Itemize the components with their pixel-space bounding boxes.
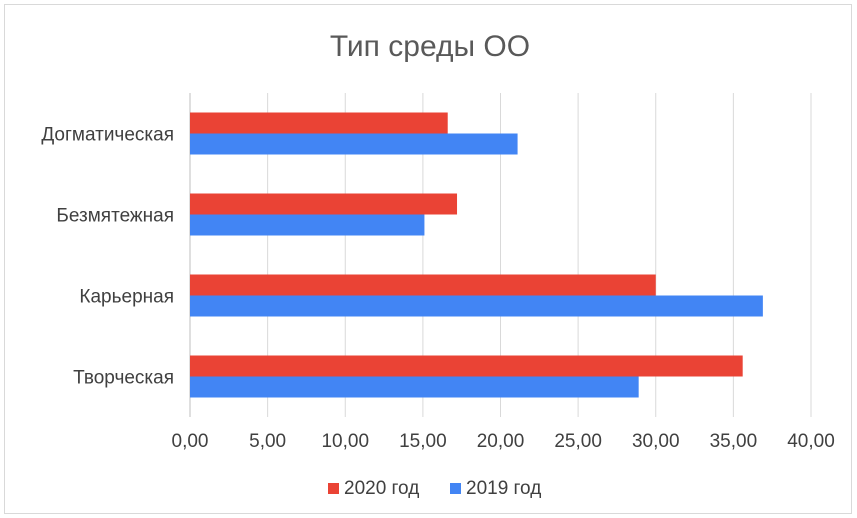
x-tick-label: 40,00 — [787, 431, 835, 452]
x-tick-label: 30,00 — [632, 431, 680, 452]
bar-series2 — [190, 376, 639, 398]
chart-frame — [4, 4, 852, 514]
x-tick-label: 5,00 — [249, 431, 286, 452]
x-tick-label: 15,00 — [399, 431, 447, 452]
category-label: Творческая — [73, 368, 174, 389]
category-label: Карьерная — [79, 287, 174, 308]
x-tick-label: 25,00 — [554, 431, 602, 452]
x-tick-label: 20,00 — [477, 431, 525, 452]
x-tick-label: 35,00 — [710, 431, 758, 452]
bars — [190, 112, 763, 398]
legend-swatch — [450, 483, 461, 494]
category-labels: Догматическая Безмятежная Карьерная Творчес… — [41, 125, 174, 389]
bar-series1 — [190, 112, 448, 134]
legend-label: 2020 год — [344, 478, 419, 499]
bar-series1 — [190, 274, 656, 296]
x-tick-label: 10,00 — [321, 431, 369, 452]
bar-series1 — [190, 355, 743, 377]
x-tick-label: 0,00 — [172, 431, 209, 452]
legend-swatch — [328, 483, 339, 494]
chart-title: Тип среды ОО — [330, 30, 530, 63]
legend: 2020 год 2019 год — [328, 478, 541, 499]
category-label: Догматическая — [41, 125, 174, 146]
bar-series2 — [190, 295, 763, 317]
bar-series1 — [190, 193, 458, 215]
bar-series2 — [190, 133, 518, 155]
bar-series2 — [190, 214, 425, 236]
category-label: Безмятежная — [56, 206, 174, 227]
legend-label: 2019 год — [466, 478, 541, 499]
x-tick-labels: 0,00 5,00 10,00 15,00 20,00 25,00 30,00 35,00 40… — [172, 431, 835, 452]
